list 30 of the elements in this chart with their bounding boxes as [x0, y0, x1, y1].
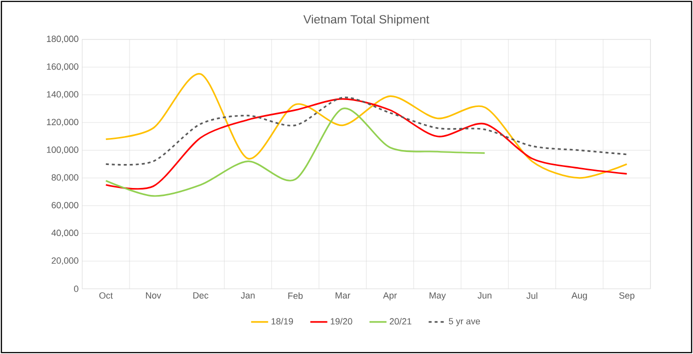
y-tick-label: 180,000 [46, 36, 78, 44]
line-series [105, 108, 486, 197]
x-tick-label: Apr [383, 292, 397, 300]
y-tick-label: 80,000 [52, 174, 78, 182]
y-tick-label: 120,000 [46, 118, 78, 126]
x-tick-label: Mar [336, 292, 350, 299]
x-tick-label: Jun [478, 292, 492, 299]
y-tick-label: 140,000 [46, 91, 78, 99]
line-series [105, 96, 628, 166]
x-tick-label: Feb [288, 292, 303, 299]
legend-label: 5 yr ave [448, 318, 480, 326]
chart-title: Vietnam Total Shipment [303, 14, 430, 26]
y-tick-label: 100,000 [46, 146, 78, 154]
y-tick-label: 40,000 [51, 230, 78, 238]
x-tick-label: Jan [240, 292, 255, 299]
x-tick-label: Oct [99, 292, 113, 299]
y-tick-label: 60,000 [52, 202, 78, 210]
x-tick-label: Dec [193, 292, 208, 299]
legend-label: 20/21 [390, 318, 412, 325]
y-tick-label: 0 [74, 286, 78, 292]
legend-label: 18/19 [272, 318, 293, 325]
x-tick-label: Jul [526, 292, 538, 299]
y-tick-label: 160,000 [46, 63, 78, 71]
x-tick-label: Sep [619, 292, 634, 300]
y-tick-label: 20,000 [52, 257, 78, 265]
x-tick-label: Aug [571, 292, 587, 300]
line-series [105, 73, 628, 179]
legend-label: 19/20 [330, 318, 352, 325]
x-tick-label: Nov [146, 292, 162, 299]
x-tick-label: May [430, 292, 446, 300]
